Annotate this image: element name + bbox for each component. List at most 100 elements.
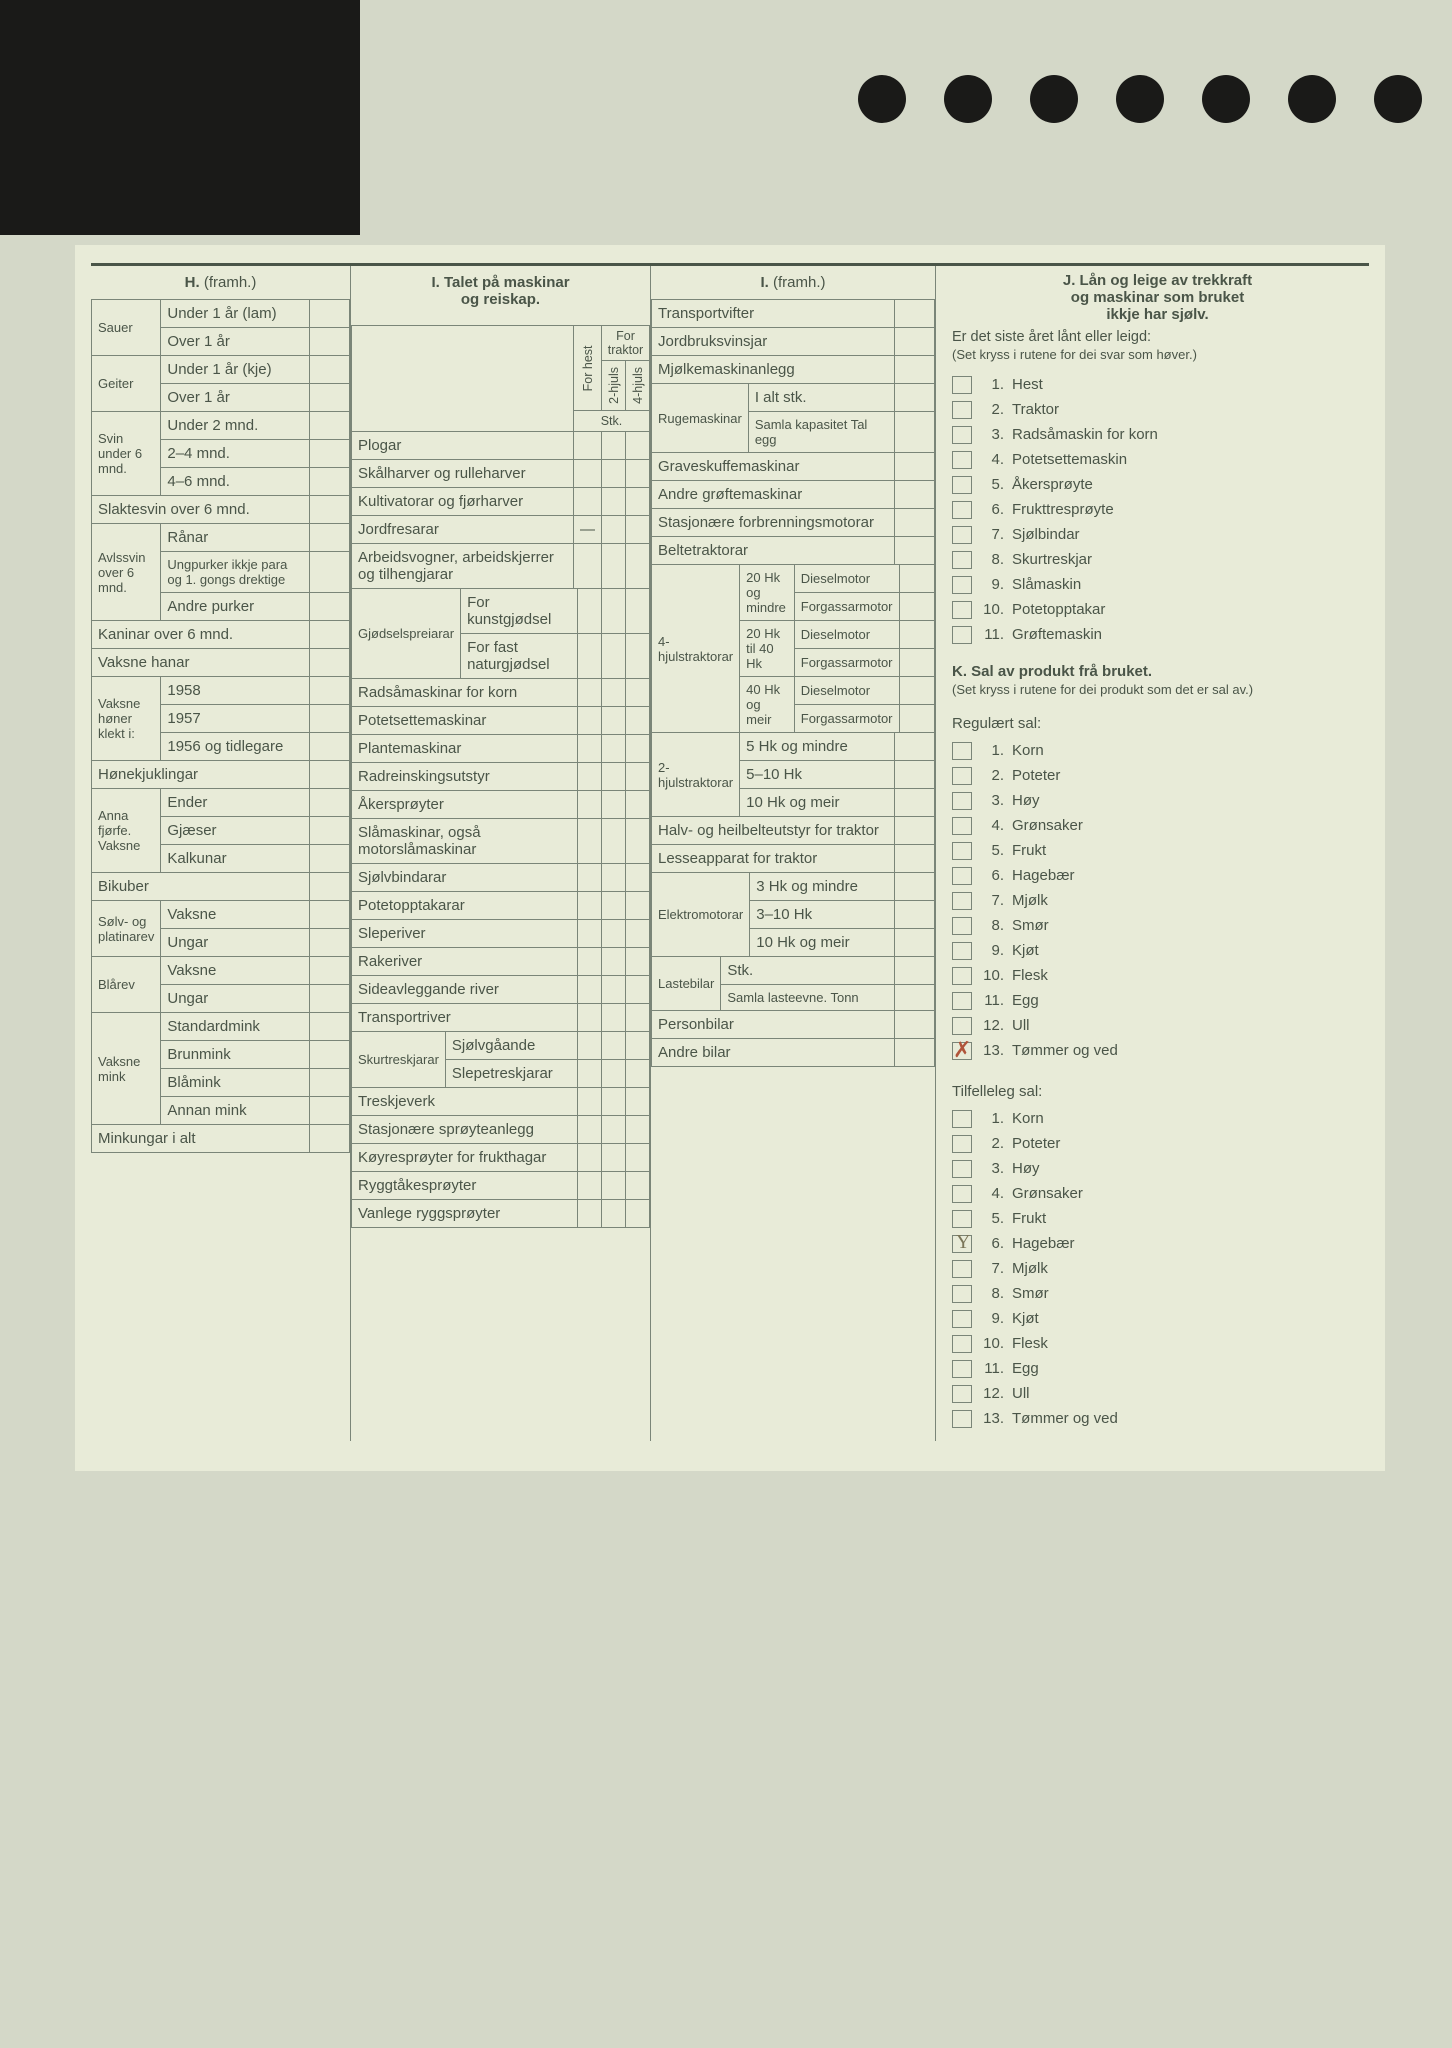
checkbox[interactable] [952,1110,972,1128]
checkbox[interactable] [952,892,972,910]
value-cell[interactable] [602,1199,626,1227]
value-cell[interactable] [602,1115,626,1143]
value-cell[interactable] [626,1143,650,1171]
value-cell[interactable] [626,762,650,790]
value-cell[interactable] [578,1115,602,1143]
h-val[interactable] [310,300,350,328]
value-cell[interactable] [578,762,602,790]
value-cell[interactable] [578,706,602,734]
value-cell[interactable] [895,300,935,328]
checkbox[interactable] [952,817,972,835]
value-cell[interactable] [578,947,602,975]
value-cell[interactable] [626,818,650,863]
checkbox[interactable] [952,501,972,519]
checkbox[interactable] [952,767,972,785]
checkbox[interactable] [952,626,972,644]
value-cell[interactable] [626,1088,650,1116]
value-cell[interactable] [578,975,602,1003]
value-cell[interactable] [626,1003,650,1031]
checkbox[interactable] [952,1385,972,1403]
value-cell[interactable] [895,509,935,537]
value-cell[interactable] [626,1115,650,1143]
checkbox[interactable] [952,1017,972,1035]
value-cell[interactable] [578,891,602,919]
checkbox[interactable] [952,601,972,619]
value-cell[interactable] [578,1143,602,1171]
checkbox[interactable] [952,576,972,594]
value-cell[interactable] [895,1039,935,1067]
checkbox[interactable] [952,967,972,985]
checkbox[interactable] [952,992,972,1010]
value-cell[interactable] [602,790,626,818]
checkbox[interactable]: Y [952,1235,972,1253]
value-cell[interactable] [895,1011,935,1039]
checkbox[interactable] [952,1285,972,1303]
value-cell[interactable] [626,975,650,1003]
value-cell[interactable] [602,919,626,947]
checkbox[interactable] [952,426,972,444]
value-cell[interactable] [578,1088,602,1116]
checkbox[interactable] [952,867,972,885]
value-cell[interactable] [578,919,602,947]
value-cell[interactable] [578,863,602,891]
checkbox[interactable] [952,842,972,860]
checkbox[interactable] [952,742,972,760]
checkbox[interactable] [952,942,972,960]
value-cell[interactable] [895,453,935,481]
value-cell[interactable] [626,679,650,707]
value-cell[interactable] [602,706,626,734]
value-cell[interactable] [602,679,626,707]
value-cell[interactable] [602,1003,626,1031]
value-cell[interactable] [578,1199,602,1227]
value-cell[interactable] [895,817,935,845]
value-cell[interactable] [602,1171,626,1199]
value-cell[interactable] [602,1088,626,1116]
checkbox[interactable] [952,526,972,544]
value-cell[interactable] [578,679,602,707]
checkbox[interactable] [952,476,972,494]
value-cell[interactable] [602,947,626,975]
checkbox[interactable] [952,1260,972,1278]
value-cell[interactable] [578,1171,602,1199]
value-cell[interactable] [626,947,650,975]
checkbox[interactable]: ✗ [952,1042,972,1060]
value-cell[interactable] [626,1199,650,1227]
value-cell[interactable] [626,734,650,762]
checkbox[interactable] [952,401,972,419]
value-cell[interactable] [626,863,650,891]
checkbox[interactable] [952,1310,972,1328]
value-cell[interactable] [602,863,626,891]
value-cell[interactable] [895,328,935,356]
checkbox[interactable] [952,1185,972,1203]
value-cell[interactable] [626,891,650,919]
value-cell[interactable] [626,790,650,818]
value-cell[interactable] [602,734,626,762]
value-cell[interactable] [895,356,935,384]
checkbox[interactable] [952,551,972,569]
checkbox[interactable] [952,1335,972,1353]
value-cell[interactable] [578,818,602,863]
value-cell[interactable] [602,975,626,1003]
value-cell[interactable] [626,919,650,947]
checkbox[interactable] [952,1410,972,1428]
value-cell[interactable] [626,1171,650,1199]
value-cell[interactable] [895,537,935,565]
checkbox[interactable] [952,917,972,935]
value-cell[interactable] [602,762,626,790]
checkbox[interactable] [952,451,972,469]
value-cell[interactable] [578,734,602,762]
checkbox[interactable] [952,1360,972,1378]
value-cell[interactable] [602,818,626,863]
value-cell[interactable] [578,1003,602,1031]
value-cell[interactable] [578,790,602,818]
value-cell[interactable] [895,845,935,873]
checkbox[interactable] [952,1210,972,1228]
checkbox[interactable] [952,1160,972,1178]
checkbox[interactable] [952,792,972,810]
value-cell[interactable] [626,706,650,734]
value-cell[interactable] [895,481,935,509]
checkbox[interactable] [952,376,972,394]
value-cell[interactable] [602,891,626,919]
value-cell[interactable] [602,1143,626,1171]
checkbox[interactable] [952,1135,972,1153]
